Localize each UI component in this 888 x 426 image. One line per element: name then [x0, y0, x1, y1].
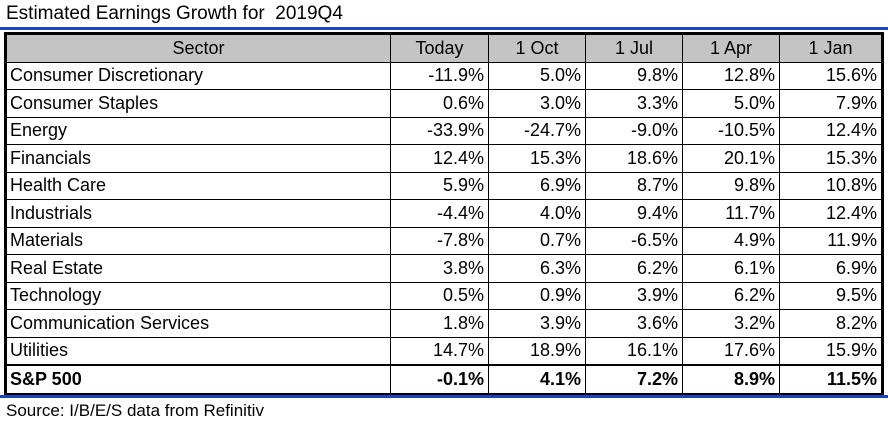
value-cell: -7.8% — [390, 226, 489, 255]
earnings-table: Sector Today 1 Oct 1 Jul 1 Apr 1 Jan Consumer… — [4, 32, 884, 396]
value-cell: -11.9% — [390, 61, 489, 90]
value-cell: 5.0% — [682, 89, 780, 118]
value-cell: 3.0% — [488, 89, 586, 118]
value-cell: 9.4% — [585, 199, 683, 228]
value-cell: 18.6% — [585, 144, 683, 173]
value-cell: 6.1% — [682, 254, 780, 283]
value-cell: -33.9% — [390, 116, 489, 145]
value-cell: 6.9% — [779, 254, 882, 283]
value-cell: 3.9% — [488, 309, 586, 338]
value-cell: 17.6% — [682, 336, 780, 366]
value-cell: -24.7% — [488, 116, 586, 145]
table-row: Health Care 5.9% 6.9% 8.7% 9.8% 10.8% — [6, 171, 882, 200]
sector-cell: Materials — [6, 226, 391, 255]
value-cell: 9.5% — [779, 281, 882, 310]
value-cell: -10.5% — [682, 116, 780, 145]
table-row: Communication Services 1.8% 3.9% 3.6% 3.2% 8.… — [6, 309, 882, 338]
value-cell: 16.1% — [585, 336, 683, 366]
value-cell: 5.0% — [488, 61, 586, 90]
sector-cell: Industrials — [6, 199, 391, 228]
table-row: Technology 0.5% 0.9% 3.9% 6.2% 9.5% — [6, 281, 882, 310]
value-cell: 6.3% — [488, 254, 586, 283]
value-cell: 8.9% — [682, 364, 780, 394]
sector-cell: Energy — [6, 116, 391, 145]
column-header: 1 Apr — [682, 34, 780, 63]
value-cell: -9.0% — [585, 116, 683, 145]
total-row: S&P 500 -0.1% 4.1% 7.2% 8.9% 11.5% — [6, 364, 882, 394]
column-header: 1 Oct — [488, 34, 586, 63]
value-cell: 3.3% — [585, 89, 683, 118]
sector-cell: Consumer Discretionary — [6, 61, 391, 90]
sector-cell: Health Care — [6, 171, 391, 200]
value-cell: 11.9% — [779, 226, 882, 255]
sector-cell: Technology — [6, 281, 391, 310]
value-cell: 3.2% — [682, 309, 780, 338]
value-cell: 0.9% — [488, 281, 586, 310]
value-cell: 7.9% — [779, 89, 882, 118]
table-row: Consumer Staples 0.6% 3.0% 3.3% 5.0% 7.9% — [6, 89, 882, 118]
value-cell: 0.7% — [488, 226, 586, 255]
column-header: 1 Jul — [585, 34, 683, 63]
value-cell: 0.5% — [390, 281, 489, 310]
value-cell: 4.9% — [682, 226, 780, 255]
value-cell: 12.8% — [682, 61, 780, 90]
value-cell: 1.8% — [390, 309, 489, 338]
column-header: 1 Jan — [779, 34, 882, 63]
value-cell: -4.4% — [390, 199, 489, 228]
value-cell: 15.6% — [779, 61, 882, 90]
table-row: Consumer Discretionary -11.9% 5.0% 9.8% 12.8… — [6, 61, 882, 90]
value-cell: 12.4% — [390, 144, 489, 173]
value-cell: 10.8% — [779, 171, 882, 200]
sector-cell: Financials — [6, 144, 391, 173]
column-header: Today — [390, 34, 489, 63]
value-cell: 3.8% — [390, 254, 489, 283]
value-cell: 11.7% — [682, 199, 780, 228]
header-row: Sector Today 1 Oct 1 Jul 1 Apr 1 Jan — [6, 34, 882, 63]
value-cell: 5.9% — [390, 171, 489, 200]
sector-cell: Consumer Staples — [6, 89, 391, 118]
value-cell: 7.2% — [585, 364, 683, 394]
value-cell: 9.8% — [585, 61, 683, 90]
value-cell: 4.1% — [488, 364, 586, 394]
value-cell: 14.7% — [390, 336, 489, 366]
column-header: Sector — [6, 34, 391, 63]
value-cell: 9.8% — [682, 171, 780, 200]
sector-cell: Real Estate — [6, 254, 391, 283]
table-row: Financials 12.4% 15.3% 18.6% 20.1% 15.3% — [6, 144, 882, 173]
value-cell: 6.2% — [682, 281, 780, 310]
table-row: Materials -7.8% 0.7% -6.5% 4.9% 11.9% — [6, 226, 882, 255]
value-cell: 12.4% — [779, 199, 882, 228]
source-note: Source: I/B/E/S data from Refinitiv — [6, 401, 264, 420]
top-rule — [0, 27, 888, 30]
table-row: Utilities 14.7% 18.9% 16.1% 17.6% 15.9% — [6, 336, 882, 366]
value-cell: 18.9% — [488, 336, 586, 366]
value-cell: 15.3% — [779, 144, 882, 173]
value-cell: 11.5% — [779, 364, 882, 394]
table-row: Real Estate 3.8% 6.3% 6.2% 6.1% 6.9% — [6, 254, 882, 283]
table-row: Energy -33.9% -24.7% -9.0% -10.5% 12.4% — [6, 116, 882, 145]
sector-cell: Utilities — [6, 336, 391, 366]
chart-title: Estimated Earnings Growth for 2019Q4 — [6, 3, 343, 24]
table-body: Consumer Discretionary -11.9% 5.0% 9.8% 12.8… — [6, 61, 882, 394]
value-cell: 4.0% — [488, 199, 586, 228]
value-cell: -0.1% — [390, 364, 489, 394]
value-cell: 8.2% — [779, 309, 882, 338]
value-cell: 6.2% — [585, 254, 683, 283]
sector-cell: Communication Services — [6, 309, 391, 338]
value-cell: 3.6% — [585, 309, 683, 338]
value-cell: 15.3% — [488, 144, 586, 173]
value-cell: 6.9% — [488, 171, 586, 200]
value-cell: 12.4% — [779, 116, 882, 145]
table-row: Industrials -4.4% 4.0% 9.4% 11.7% 12.4% — [6, 199, 882, 228]
value-cell: 8.7% — [585, 171, 683, 200]
value-cell: -6.5% — [585, 226, 683, 255]
value-cell: 0.6% — [390, 89, 489, 118]
bottom-rule — [0, 395, 888, 398]
value-cell: 3.9% — [585, 281, 683, 310]
sector-cell: S&P 500 — [6, 364, 391, 394]
value-cell: 20.1% — [682, 144, 780, 173]
value-cell: 15.9% — [779, 336, 882, 366]
